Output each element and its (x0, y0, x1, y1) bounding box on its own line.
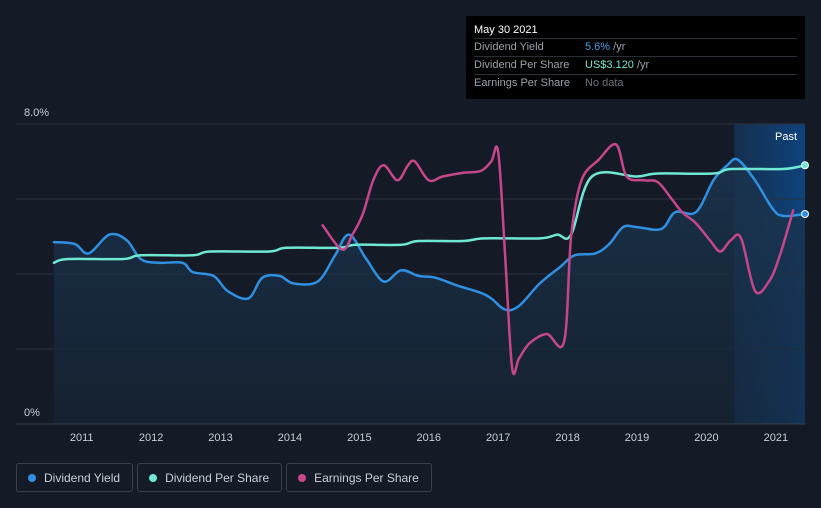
series-line-earnings-per-share (321, 142, 795, 376)
y-axis-bottom-label: 0% (24, 407, 40, 419)
x-tick-label: 2014 (278, 432, 302, 444)
tooltip-unit: /yr (636, 59, 650, 71)
series-line-dividend-yield (52, 157, 807, 312)
tooltip-row-dividend-per-share: Dividend Per Share US$3.120 /yr (474, 57, 797, 75)
tooltip-value: 5.6% (585, 41, 611, 53)
tooltip-date: May 30 2021 (474, 22, 797, 39)
x-tick-label: 2012 (139, 432, 163, 444)
x-tick-label: 2017 (486, 432, 510, 444)
y-axis-top-label: 8.0% (24, 107, 49, 119)
tooltip-row-earnings-per-share: Earnings Per Share No data (474, 75, 797, 92)
tooltip-label: Dividend Per Share (474, 59, 570, 71)
past-label: Past (775, 131, 797, 143)
x-tick-label: 2019 (625, 432, 649, 444)
x-tick-label: 2011 (70, 432, 94, 444)
x-tick-label: 2020 (694, 432, 718, 444)
legend: Dividend Yield Dividend Per Share Earnin… (16, 463, 432, 492)
tooltip-label: Earnings Per Share (474, 77, 570, 89)
x-tick-label: 2018 (555, 432, 579, 444)
legend-label: Earnings Per Share (314, 470, 419, 485)
x-tick-label: 2013 (208, 432, 232, 444)
tooltip-row-dividend-yield: Dividend Yield 5.6% /yr (474, 39, 797, 57)
tooltip-unit: /yr (613, 41, 626, 53)
legend-dot-icon (28, 473, 36, 482)
legend-item-earnings-per-share[interactable]: Earnings Per Share (286, 463, 432, 492)
tooltip-panel: May 30 2021 Dividend Yield 5.6% /yr Divi… (466, 16, 805, 99)
legend-dot-icon (298, 473, 307, 482)
legend-dot-icon (149, 473, 158, 482)
legend-item-dividend-yield[interactable]: Dividend Yield (16, 463, 134, 492)
tooltip-value: US$3.120 (585, 59, 634, 71)
legend-label: Dividend Yield (44, 470, 121, 485)
series-line-dividend-per-share (52, 164, 807, 265)
legend-item-dividend-per-share[interactable]: Dividend Per Share (137, 463, 283, 492)
tooltip-value: No data (585, 77, 624, 89)
x-tick-label: 2021 (764, 432, 788, 444)
end-marker-dividend-yield (801, 210, 809, 218)
legend-label: Dividend Per Share (165, 470, 270, 485)
x-tick-label: 2016 (417, 432, 441, 444)
x-tick-label: 2015 (347, 432, 371, 444)
series-area-dividend-yield (53, 158, 805, 424)
end-marker-dividend-per-share (801, 161, 809, 170)
tooltip-label: Dividend Yield (474, 41, 544, 53)
